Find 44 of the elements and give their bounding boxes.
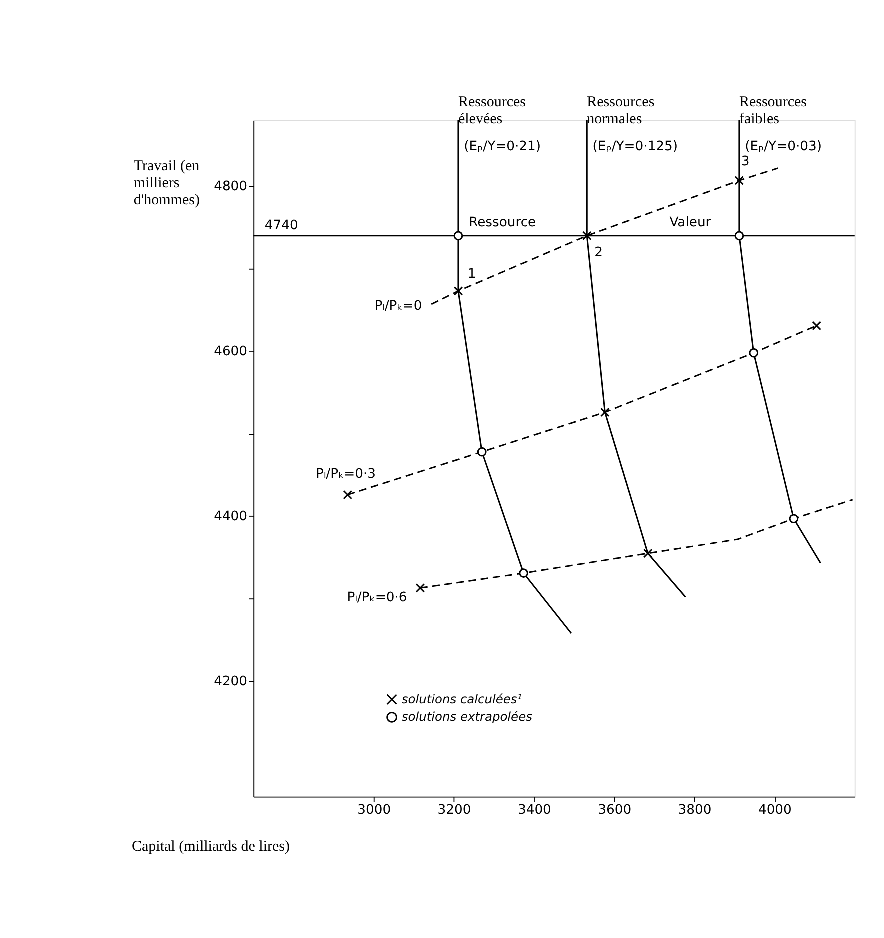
point — [749, 348, 759, 358]
annotation: Pₗ/Pₖ=0·6 — [347, 590, 408, 606]
point — [812, 321, 822, 331]
annotation: Valeur — [670, 216, 712, 231]
point — [734, 176, 744, 186]
x-tick-label: 3600 — [598, 803, 632, 818]
point — [454, 286, 464, 296]
x-tick-label: 4000 — [758, 803, 792, 818]
y-tick-label: 4800 — [214, 180, 248, 195]
series-label: Ressources élevées — [458, 94, 526, 128]
x-tick-label: 3200 — [438, 803, 472, 818]
annotation: (Eₚ/Y=0·03) — [745, 140, 822, 155]
annotation: 3 — [741, 154, 750, 170]
y-axis-title: Travail (en milliers d'hommes) — [134, 158, 200, 209]
point — [582, 231, 592, 241]
annotation: Pₗ/Pₖ=0·3 — [316, 467, 376, 482]
y-tick-label: 4600 — [214, 344, 248, 360]
point — [734, 231, 744, 241]
point — [477, 447, 487, 457]
annotation: Ressource — [469, 216, 536, 231]
point — [343, 490, 353, 500]
legend-label: solutions extrapolées — [402, 710, 534, 724]
point — [519, 568, 528, 578]
y-tick-label: 4400 — [214, 510, 248, 525]
x-tick-label: 3400 — [518, 803, 552, 818]
annotation: Pₗ/Pₖ=0 — [374, 299, 422, 314]
series-label: Ressources faibles — [739, 94, 808, 128]
x-axis-title: Capital (milliards de lires) — [132, 838, 290, 855]
point — [454, 231, 464, 241]
y-tick-label: 4200 — [214, 674, 248, 690]
annotation: 1 — [468, 267, 476, 282]
point — [643, 548, 653, 558]
series-label: Ressources normales — [587, 94, 655, 128]
point — [600, 408, 610, 418]
annotation: 2 — [594, 246, 604, 261]
point — [789, 514, 799, 524]
annotation: (Eₚ/Y=0·125) — [592, 140, 678, 155]
annotation: (Eₚ/Y=0·21) — [464, 140, 542, 155]
x-tick-label: 3000 — [358, 803, 392, 818]
x-tick-label: 3800 — [678, 803, 712, 818]
line-series — [420, 499, 854, 589]
point — [416, 583, 426, 593]
ref-line-label: 4740 — [264, 218, 298, 234]
legend-label: solutions calculées¹ — [402, 692, 522, 706]
